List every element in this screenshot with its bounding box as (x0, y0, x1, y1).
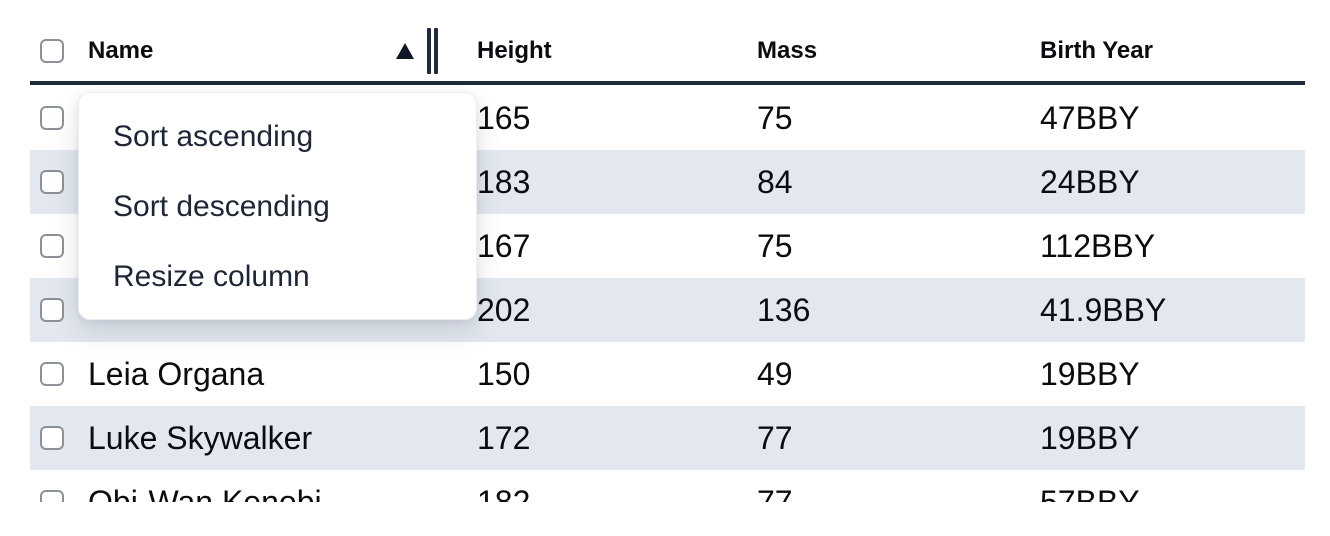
row-checkbox-cell (30, 490, 64, 502)
cell-height: 167 (477, 227, 531, 264)
table-row[interactable]: Obi-Wan Kenobi 182 77 57BBY (30, 470, 1305, 502)
select-all-cell (30, 39, 64, 63)
cell-birth-year: 41.9BBY (1040, 291, 1167, 328)
row-checkbox-cell (30, 234, 64, 258)
column-header-birth-year[interactable]: Birth Year (1040, 37, 1153, 64)
row-checkbox-cell (30, 298, 64, 322)
table-row[interactable]: Luke Skywalker 172 77 19BBY (30, 406, 1305, 470)
cell-mass: 136 (757, 291, 811, 328)
cell-height: 183 (477, 163, 531, 200)
cell-mass: 77 (757, 483, 793, 503)
select-all-checkbox[interactable] (40, 39, 64, 63)
context-menu-item-sort-descending[interactable]: Sort descending (113, 190, 330, 223)
row-checkbox[interactable] (40, 490, 64, 502)
column-header-name-label: Name (88, 37, 154, 64)
row-checkbox[interactable] (40, 426, 64, 450)
table-header-row: Name Height Mass Birth Year (30, 0, 1305, 85)
table-row[interactable]: 165 75 47BBY (30, 86, 1305, 150)
cell-height: 150 (477, 355, 531, 392)
row-checkbox-cell (30, 106, 64, 130)
column-header-height[interactable]: Height (477, 37, 552, 64)
row-checkbox[interactable] (40, 170, 64, 194)
cell-mass: 84 (757, 163, 793, 200)
cell-birth-year: 112BBY (1040, 227, 1156, 264)
cell-birth-year: 19BBY (1040, 419, 1140, 456)
row-checkbox[interactable] (40, 298, 64, 322)
sort-ascending-triangle-icon (396, 43, 414, 59)
cell-mass: 49 (757, 355, 793, 392)
cell-height: 165 (477, 99, 531, 136)
cell-mass: 77 (757, 419, 793, 456)
cell-birth-year: 19BBY (1040, 355, 1140, 392)
data-table: Name Height Mass Birth Year 165 75 47BBY… (30, 0, 1305, 502)
cell-height: 182 (477, 483, 531, 503)
cell-birth-year: 47BBY (1040, 99, 1140, 136)
table-viewport: Name Height Mass Birth Year 165 75 47BBY… (30, 0, 1305, 502)
cell-mass: 75 (757, 99, 793, 136)
column-resize-grip-icon[interactable] (427, 28, 438, 74)
table-body: 165 75 47BBY 183 84 24BBY 167 75 112BBY … (30, 86, 1305, 502)
cell-name: Luke Skywalker (88, 419, 313, 456)
cell-mass: 75 (757, 227, 793, 264)
column-context-menu: Sort ascending Sort descending Resize co… (78, 92, 477, 320)
cell-name: Obi-Wan Kenobi (88, 483, 322, 503)
context-menu-item-resize-column[interactable]: Resize column (113, 260, 310, 293)
row-checkbox-cell (30, 426, 64, 450)
column-header-name[interactable]: Name (64, 21, 460, 81)
cell-name: Leia Organa (88, 355, 265, 392)
row-checkbox[interactable] (40, 106, 64, 130)
cell-birth-year: 57BBY (1040, 483, 1140, 503)
cell-height: 172 (477, 419, 531, 456)
context-menu-item-sort-ascending[interactable]: Sort ascending (113, 120, 314, 153)
row-checkbox[interactable] (40, 362, 64, 386)
row-checkbox-cell (30, 362, 64, 386)
cell-birth-year: 24BBY (1040, 163, 1140, 200)
row-checkbox-cell (30, 170, 64, 194)
row-checkbox[interactable] (40, 234, 64, 258)
table-row[interactable]: 167 75 112BBY (30, 214, 1305, 278)
column-header-mass[interactable]: Mass (757, 37, 818, 64)
table-row[interactable]: Leia Organa 150 49 19BBY (30, 342, 1305, 406)
table-row[interactable]: 202 136 41.9BBY (30, 278, 1305, 342)
cell-height: 202 (477, 291, 531, 328)
